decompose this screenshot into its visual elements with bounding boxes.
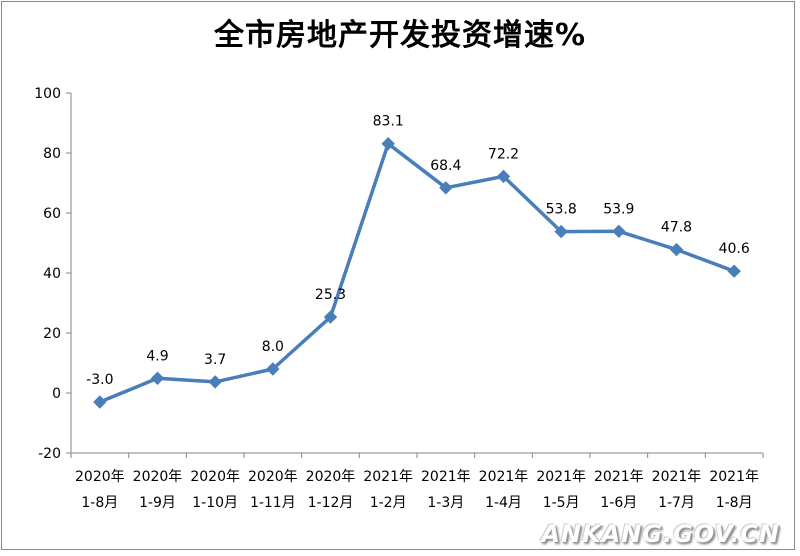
x-tick-label: 2020年 bbox=[306, 469, 356, 485]
data-point-marker bbox=[266, 362, 280, 376]
x-tick-label: 1-9月 bbox=[139, 495, 176, 511]
data-label: 3.7 bbox=[204, 352, 226, 368]
x-tick-label: 2021年 bbox=[536, 469, 586, 485]
data-label: 68.4 bbox=[430, 158, 461, 174]
y-tick-label: 100 bbox=[34, 86, 61, 102]
x-tick-label: 2020年 bbox=[75, 469, 125, 485]
x-tick-label: 1-5月 bbox=[543, 495, 580, 511]
x-tick-label: 2021年 bbox=[363, 469, 413, 485]
data-point-marker bbox=[554, 224, 568, 239]
x-tick-label: 1-2月 bbox=[370, 495, 407, 511]
x-tick-label: 1-6月 bbox=[600, 495, 637, 511]
chart-title: 全市房地产开发投资增速% bbox=[213, 18, 587, 53]
y-tick-label: -20 bbox=[38, 446, 61, 462]
x-tick-label: 1-10月 bbox=[192, 495, 238, 511]
x-tick-label: 2021年 bbox=[652, 469, 702, 485]
x-tick-label: 2020年 bbox=[248, 469, 298, 485]
y-tick-label: 0 bbox=[52, 386, 61, 402]
data-point-marker bbox=[612, 224, 626, 239]
y-tick-label: 60 bbox=[43, 206, 61, 222]
x-tick-label: 2020年 bbox=[190, 469, 240, 485]
data-point-marker bbox=[323, 310, 338, 324]
data-point-marker bbox=[150, 371, 165, 386]
x-tick-label: 2021年 bbox=[479, 469, 529, 485]
data-label: 72.2 bbox=[488, 146, 519, 162]
y-tick-label: 80 bbox=[43, 146, 61, 162]
data-label: 4.9 bbox=[146, 348, 168, 364]
x-tick-label: 2020年 bbox=[133, 469, 183, 485]
data-label: 47.8 bbox=[661, 220, 692, 236]
data-label: 53.8 bbox=[546, 202, 577, 218]
data-point-marker bbox=[93, 395, 107, 409]
data-point-marker bbox=[439, 181, 453, 195]
data-point-marker bbox=[381, 136, 395, 151]
data-point-marker bbox=[669, 242, 684, 257]
y-tick-label: 20 bbox=[43, 326, 61, 342]
data-label: 40.6 bbox=[719, 241, 750, 257]
x-tick-label: 1-3月 bbox=[427, 495, 464, 511]
data-label: 53.9 bbox=[603, 201, 634, 217]
data-point-marker bbox=[727, 264, 741, 278]
x-tick-label: 1-7月 bbox=[658, 495, 695, 511]
x-tick-label: 2021年 bbox=[421, 469, 471, 485]
site-watermark: ANKANG.GOV.CN bbox=[541, 520, 780, 548]
x-tick-label: 1-11月 bbox=[250, 495, 296, 511]
data-label: 83.1 bbox=[373, 114, 404, 130]
y-tick-label: 40 bbox=[43, 266, 61, 282]
x-tick-label: 1-4月 bbox=[485, 495, 522, 511]
data-label: -3.0 bbox=[86, 372, 113, 388]
x-tick-label: 1-8月 bbox=[81, 495, 118, 511]
x-tick-label: 1-12月 bbox=[308, 495, 354, 511]
series-line bbox=[98, 141, 736, 404]
x-tick-label: 2021年 bbox=[594, 469, 644, 485]
data-label: 8.0 bbox=[262, 339, 284, 355]
x-tick-label: 1-8月 bbox=[716, 495, 753, 511]
data-point-marker bbox=[496, 169, 511, 184]
data-point-marker bbox=[208, 375, 222, 389]
data-label: 25.3 bbox=[315, 287, 346, 303]
x-tick-label: 2021年 bbox=[709, 469, 759, 485]
